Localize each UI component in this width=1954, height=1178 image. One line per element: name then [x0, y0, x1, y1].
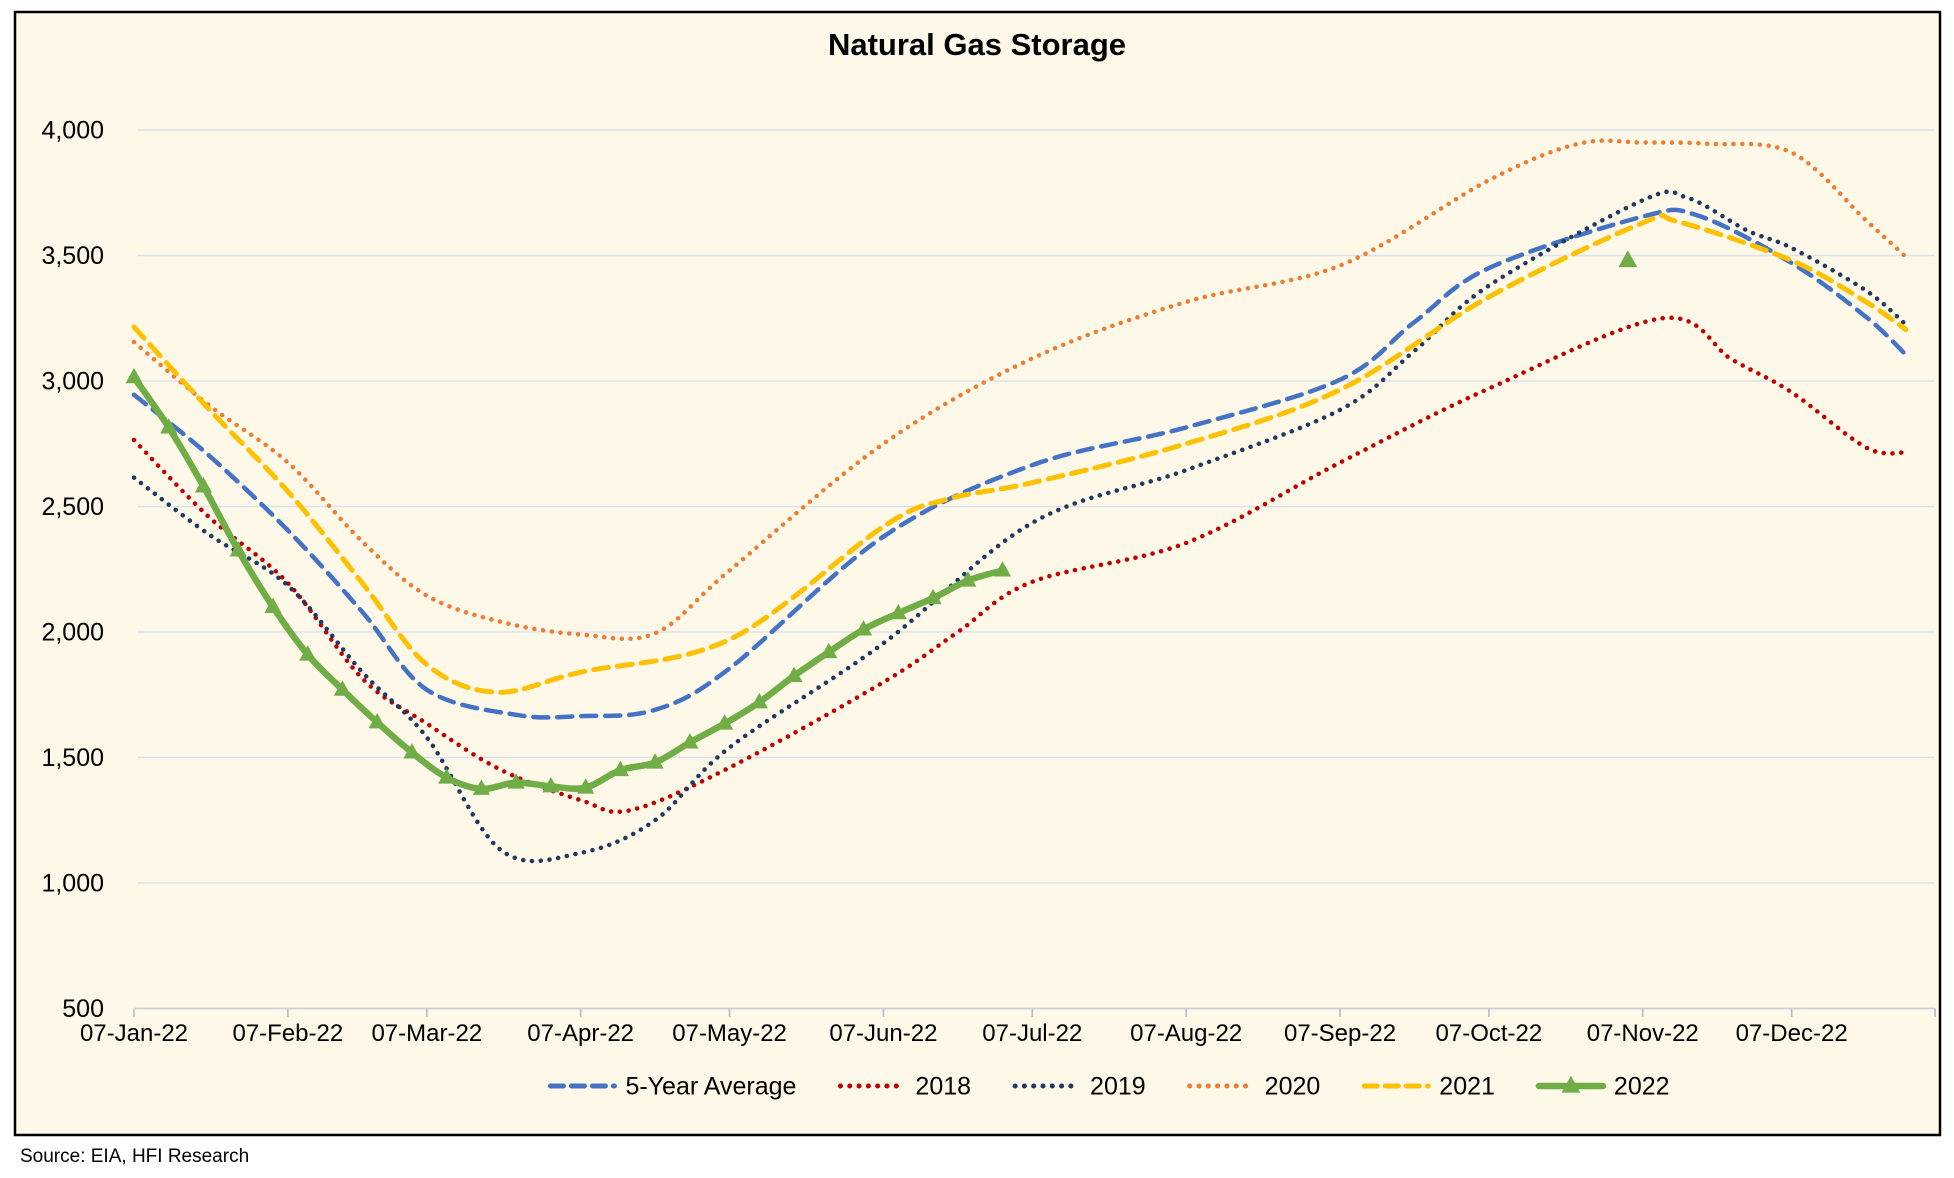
- x-tick-label: 07-Nov-22: [1587, 1020, 1699, 1047]
- chart-title: Natural Gas Storage: [828, 27, 1126, 62]
- data-point-marker: [1561, 1075, 1581, 1093]
- data-point-marker: [611, 760, 629, 777]
- legend-label: 2022: [1614, 1073, 1670, 1101]
- data-point-marker: [750, 692, 768, 709]
- data-point-marker: [716, 714, 734, 730]
- y-tick-label: 500: [62, 995, 104, 1023]
- data-point-marker: [681, 733, 699, 749]
- series-line-2021: [131, 212, 1909, 695]
- x-tick-label: 07-May-22: [672, 1020, 787, 1047]
- x-tick-label: 07-Apr-22: [527, 1020, 634, 1047]
- y-axis-labels: 4,000 3,500 3,000 2,500 2,000 1,500 1,000 500: [41, 117, 104, 1024]
- y-tick-label: 1,000: [41, 870, 104, 898]
- legend-item-2020: 2020: [1187, 1073, 1321, 1101]
- legend-label: 2018: [915, 1073, 971, 1101]
- data-point-marker: [160, 418, 178, 434]
- data-point-marker: [785, 666, 803, 682]
- y-tick-label: 2,500: [41, 493, 104, 521]
- data-point-marker: [924, 588, 942, 605]
- source-caption: Source: EIA, HFI Research: [20, 1146, 249, 1167]
- x-tick-label: 07-Sep-22: [1284, 1020, 1396, 1047]
- axes: [133, 1007, 1936, 1017]
- chart-panel: [13, 10, 1942, 1137]
- chart-legend: 5-Year Average 2018 2019 2020 2021 2022: [547, 1073, 1670, 1101]
- legend-label: 2020: [1265, 1073, 1321, 1101]
- data-point-marker: [229, 541, 247, 557]
- x-axis-labels: 07-Jan-22 07-Feb-22 07-Mar-22 07-Apr-22 07-M…: [80, 1020, 1848, 1047]
- data-point-marker: [125, 367, 143, 384]
- legend-item-2022: 2022: [1535, 1073, 1670, 1101]
- data-point-marker: [299, 645, 317, 661]
- x-tick-label: 07-Dec-22: [1736, 1020, 1848, 1047]
- data-point-marker: [889, 603, 907, 620]
- series-line-2020: [131, 138, 1909, 642]
- data-point-marker: [542, 777, 560, 793]
- x-tick-label: 07-Feb-22: [232, 1020, 343, 1047]
- y-tick-label: 4,000: [41, 117, 104, 145]
- data-point-marker: [959, 571, 977, 587]
- legend-item-5-year-average: 5-Year Average: [547, 1073, 796, 1101]
- series-line-2018: [131, 315, 1909, 815]
- data-point-marker: [820, 642, 838, 659]
- data-point-marker: [264, 597, 282, 613]
- x-tick-label: 07-Aug-22: [1130, 1020, 1242, 1047]
- legend-item-2018: 2018: [837, 1073, 971, 1101]
- data-point-marker: [333, 680, 352, 696]
- y-tick-label: 3,500: [41, 242, 104, 270]
- series-line-5-year-average: [131, 207, 1909, 720]
- x-tick-label: 07-Mar-22: [371, 1020, 482, 1047]
- data-point-marker: [194, 477, 213, 493]
- data-point-marker: [472, 779, 490, 795]
- x-tick-label: 07-Jan-22: [80, 1020, 188, 1047]
- legend-label: 2021: [1439, 1073, 1495, 1101]
- y-tick-label: 1,500: [41, 744, 104, 772]
- data-point-marker: [438, 768, 456, 784]
- series-lines: [125, 138, 1909, 864]
- data-point-marker: [403, 743, 421, 759]
- series-line-2019: [131, 189, 1909, 864]
- x-tick-label: 07-Jul-22: [982, 1020, 1082, 1047]
- legend-label: 2019: [1090, 1073, 1146, 1101]
- data-point-marker: [854, 620, 873, 636]
- data-point-marker: [993, 561, 1012, 577]
- legend-item-2021: 2021: [1361, 1073, 1495, 1101]
- y-tick-label: 2,000: [41, 619, 104, 647]
- x-tick-label: 07-Oct-22: [1436, 1020, 1543, 1047]
- data-point-marker: [1618, 250, 1638, 268]
- data-point-marker: [646, 753, 664, 769]
- data-point-marker: [368, 713, 386, 729]
- data-point-marker: [507, 773, 525, 789]
- data-point-marker: [577, 778, 595, 794]
- legend-item-2019: 2019: [1012, 1073, 1146, 1101]
- y-tick-label: 3,000: [41, 368, 104, 396]
- x-tick-label: 07-Jun-22: [829, 1020, 937, 1047]
- gridlines: [137, 129, 1935, 884]
- legend-label: 5-Year Average: [625, 1073, 796, 1101]
